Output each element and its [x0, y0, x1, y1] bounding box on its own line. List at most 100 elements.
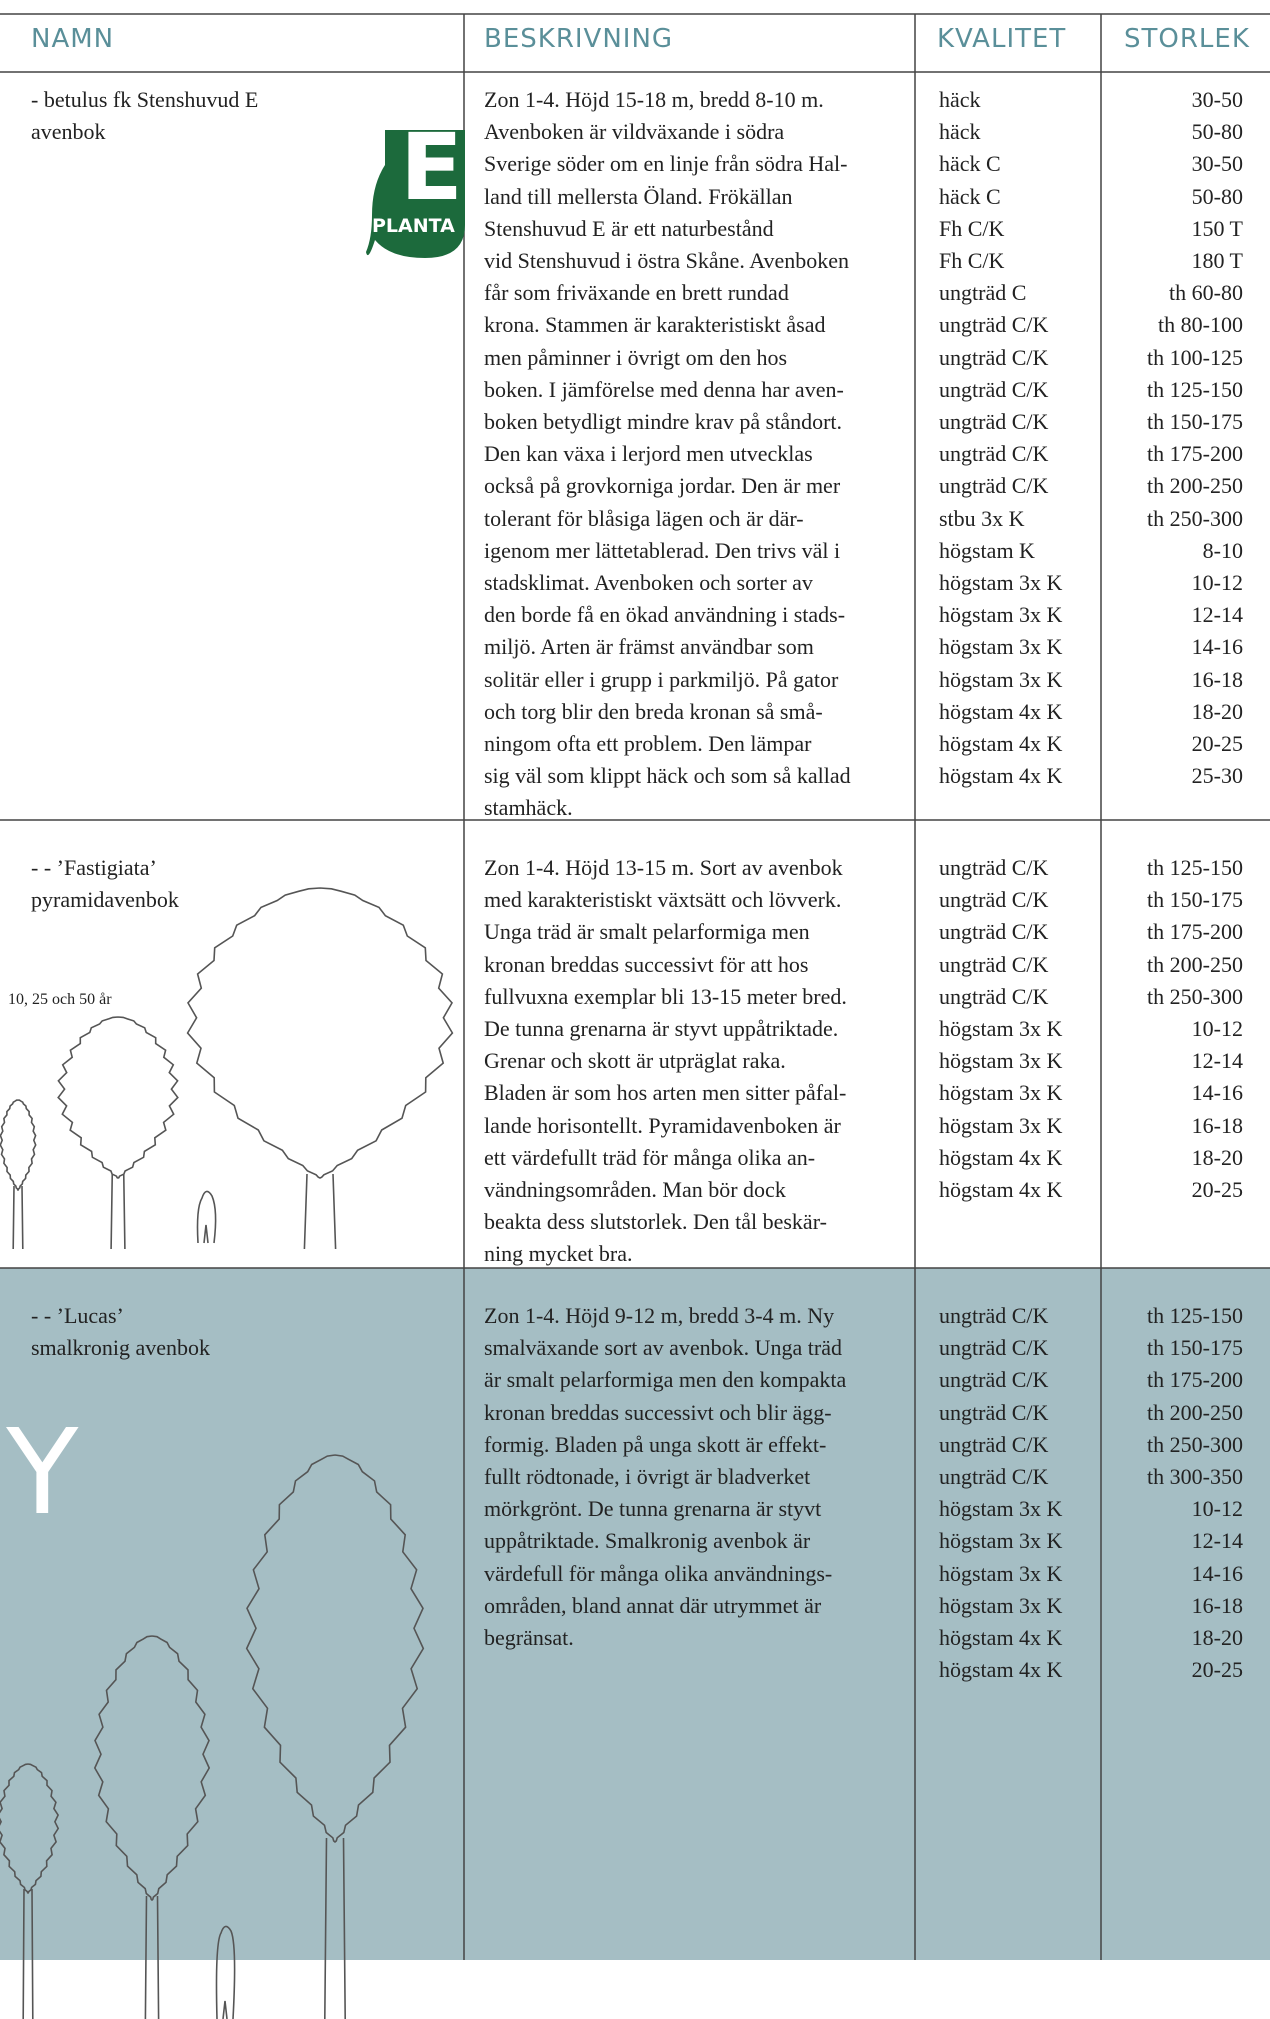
logo-brand: PLANTA	[372, 215, 455, 237]
description-line: ning mycket bra.	[484, 1241, 633, 1267]
quality: häck C	[939, 183, 1001, 209]
description-line: solitär eller i grupp i parkmiljö. På ga…	[484, 666, 839, 692]
plant-name: avenbok	[31, 119, 106, 145]
quality: högstam 4x K	[939, 763, 1063, 789]
quality: högstam 3x K	[939, 1112, 1063, 1138]
description-line: fullvuxna exemplar bli 13-15 meter bred.	[484, 983, 847, 1009]
size: th 150-175	[1147, 887, 1243, 913]
description-line: igenom mer lättetablerad. Den trivs väl …	[484, 537, 841, 563]
tree-illustration	[215, 1925, 236, 2019]
tree-illustration	[186, 887, 454, 1179]
quality: högstam 3x K	[939, 1528, 1063, 1554]
quality: högstam 3x K	[939, 1496, 1063, 1522]
description-line: ningom ofta ett problem. Den lämpar	[484, 731, 812, 756]
tree-illustration	[93, 1635, 211, 1902]
quality: ungträd C/K	[939, 1464, 1049, 1489]
plant-name: smalkronig avenbok	[31, 1335, 211, 1361]
size: th 150-175	[1147, 409, 1243, 434]
description-line: smalväxande sort av avenbok. Unga träd	[484, 1335, 842, 1361]
quality: högstam 4x K	[939, 1144, 1063, 1170]
size: 14-16	[1191, 1560, 1243, 1586]
size: 12-14	[1191, 602, 1243, 628]
description-line: kronan breddas successivt för att hos	[484, 951, 809, 977]
size: 10-12	[1191, 1496, 1243, 1522]
quality: ungträd C/K	[939, 312, 1049, 338]
size: th 60-80	[1169, 280, 1243, 306]
size: 10-12	[1191, 1016, 1243, 1041]
quality: ungträd C/K	[939, 1367, 1049, 1393]
description-line: vändningsområden. Man bör dock	[484, 1177, 786, 1202]
description-line: miljö. Arten är främst användbar som	[484, 634, 814, 660]
description-line: värdefull för många olika användnings-	[484, 1560, 833, 1586]
size: 16-18	[1191, 1112, 1243, 1138]
quality: högstam 3x K	[939, 1592, 1063, 1618]
tree-illustration	[196, 1190, 217, 1244]
quality: ungträd C/K	[939, 409, 1049, 434]
quality: ungträd C/K	[939, 1303, 1049, 1328]
plant-name: pyramidavenbok	[31, 887, 179, 913]
size: 30-50	[1191, 151, 1243, 177]
quality: högstam 3x K	[939, 666, 1063, 692]
description-line: är smalt pelarformiga men den kompakta	[484, 1367, 847, 1393]
logo-leaf	[366, 130, 465, 258]
quality: högstam 4x K	[939, 1177, 1063, 1202]
quality: högstam 4x K	[939, 731, 1063, 756]
size: 50-80	[1191, 119, 1243, 145]
size: 18-20	[1191, 1144, 1243, 1170]
description-line: mörkgrönt. De tunna grenarna är styvt	[484, 1496, 822, 1522]
description-line: begränsat.	[484, 1625, 574, 1650]
quality: Fh C/K	[939, 215, 1005, 241]
description-line: boken betydligt mindre krav på ståndort.	[484, 409, 843, 434]
quality: ungträd C/K	[939, 473, 1049, 499]
description-line: beakta dess slutstorlek. Den tål beskär-	[484, 1209, 827, 1235]
description-line: och torg blir den breda kronan så små-	[484, 698, 823, 724]
description-line: formig. Bladen på unga skott är effekt-	[484, 1431, 827, 1457]
quality: stbu 3x K	[939, 505, 1025, 531]
quality: högstam 3x K	[939, 1560, 1063, 1586]
tree-illustration	[245, 1454, 425, 1844]
quality: ungträd C/K	[939, 983, 1049, 1009]
tree-illustration	[324, 1837, 346, 2019]
description-line: också på grovkorniga jordar. Den är mer	[484, 473, 841, 499]
description-line: stamhäck.	[484, 795, 573, 821]
tree-illustration	[0, 1763, 60, 1895]
size: 180 T	[1191, 248, 1243, 273]
plant-name: - betulus fk Stenshuvud E	[31, 87, 259, 112]
description-line: lande horisontellt. Pyramidavenboken är	[484, 1112, 841, 1138]
description-line: krona. Stammen är karakteristiskt åsad	[484, 312, 826, 338]
column-header: KVALITET	[937, 24, 1067, 54]
tree-illustration	[0, 1099, 37, 1191]
quality: ungträd C/K	[939, 1335, 1049, 1361]
size: th 175-200	[1147, 441, 1243, 467]
quality: häck C	[939, 151, 1001, 177]
tree-illustration	[57, 1016, 179, 1179]
quality: ungträd C/K	[939, 1399, 1049, 1425]
size: th 200-250	[1147, 951, 1243, 977]
quality: ungträd C/K	[939, 344, 1049, 370]
quality: högstam 3x K	[939, 602, 1063, 628]
description-line: uppåtriktade. Smalkronig avenbok är	[484, 1528, 811, 1554]
description-line: Zon 1-4. Höjd 15-18 m, bredd 8-10 m.	[484, 87, 824, 112]
tree-illustration	[22, 1888, 34, 2019]
description-line: Zon 1-4. Höjd 13-15 m. Sort av avenbok	[484, 855, 843, 880]
size: 10-12	[1191, 570, 1243, 595]
quality: ungträd C/K	[939, 855, 1049, 880]
logo-letter: E	[400, 114, 463, 221]
size: th 175-200	[1147, 1367, 1243, 1393]
quality: högstam 3x K	[939, 1080, 1063, 1106]
description-line: Sverige söder om en linje från södra Hal…	[484, 151, 848, 177]
description-line: stadsklimat. Avenboken och sorter av	[484, 570, 813, 595]
size: 20-25	[1191, 1177, 1243, 1202]
description-line: kronan breddas successivt och blir ägg-	[484, 1399, 832, 1425]
quality: högstam 3x K	[939, 1048, 1063, 1074]
new-badge: NY	[0, 1403, 79, 1541]
size: 12-14	[1191, 1528, 1243, 1554]
size: 30-50	[1191, 87, 1243, 112]
description-line: Stenshuvud E är ett naturbestånd	[484, 215, 774, 241]
quality: ungträd C/K	[939, 919, 1049, 945]
column-header: STORLEK	[1124, 24, 1250, 54]
description-line: den borde få en ökad användning i stads-	[484, 602, 846, 628]
description-line: vid Stenshuvud i östra Skåne. Avenboken	[484, 248, 849, 273]
size: 14-16	[1191, 1080, 1243, 1106]
